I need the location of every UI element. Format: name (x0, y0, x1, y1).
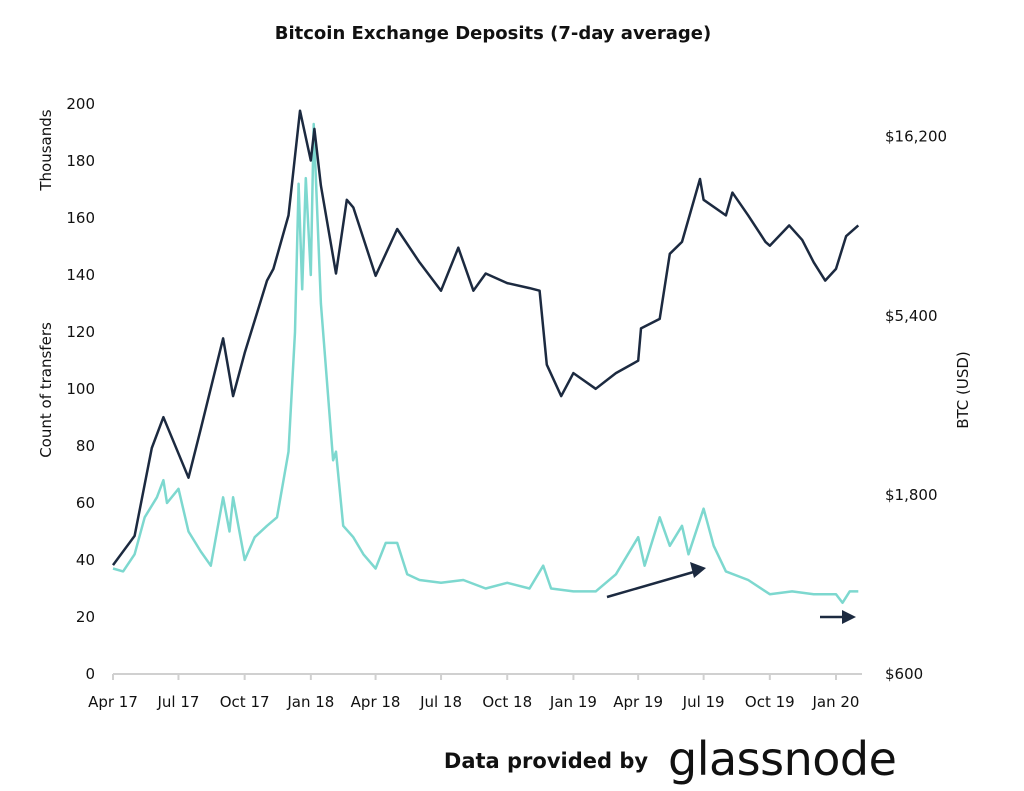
x-tick-label: Jan 20 (812, 693, 860, 711)
x-tick-label: Oct 19 (745, 693, 795, 711)
y-left-unit-label: Thousands (37, 109, 55, 191)
footer-text: Data provided by (444, 749, 648, 773)
y-right-tick-label: $16,200 (885, 128, 947, 146)
y-left-axis-label: Count of transfers (37, 322, 55, 458)
trend-arrow-flat-icon (842, 610, 856, 624)
y-left-tick-label: 200 (66, 95, 95, 113)
y-left-tick-label: 140 (66, 266, 95, 284)
y-right-tick-label: $5,400 (885, 307, 938, 325)
btc-price-series-line (111, 109, 860, 566)
trend-arrow-up-shaft (606, 569, 698, 599)
trend-arrow-up-icon (690, 562, 706, 578)
y-left-tick-label: 60 (76, 494, 95, 512)
deposits-series-line (112, 122, 859, 605)
y-left-tick-label: 120 (66, 323, 95, 341)
y-right-tick-label: $1,800 (885, 486, 938, 504)
y-left-tick-label: 20 (76, 608, 95, 626)
chart-title: Bitcoin Exchange Deposits (7-day average… (275, 23, 712, 44)
x-tick-label: Jan 18 (286, 693, 334, 711)
x-tick-label: Oct 17 (220, 693, 270, 711)
x-tick-label: Jul 19 (682, 693, 725, 711)
x-tick-label: Apr 18 (351, 693, 401, 711)
x-tick-label: Apr 19 (613, 693, 663, 711)
y-right-tick-label: $600 (885, 665, 923, 683)
y-left-tick-label: 180 (66, 152, 95, 170)
y-left-tick-label: 80 (76, 437, 95, 455)
y-left-tick-label: 100 (66, 380, 95, 398)
x-tick-label: Jan 19 (549, 693, 597, 711)
y-left-tick-label: 160 (66, 209, 95, 227)
x-tick-label: Jul 17 (156, 693, 199, 711)
y-left-tick-label: 0 (85, 665, 95, 683)
y-right-axis-label: BTC (USD) (954, 351, 972, 429)
y-left-tick-label: 40 (76, 551, 95, 569)
x-tick-label: Jul 18 (419, 693, 462, 711)
x-tick-label: Oct 18 (482, 693, 532, 711)
x-tick-label: Apr 17 (88, 693, 138, 711)
glassnode-logo: glassnode (668, 732, 896, 786)
